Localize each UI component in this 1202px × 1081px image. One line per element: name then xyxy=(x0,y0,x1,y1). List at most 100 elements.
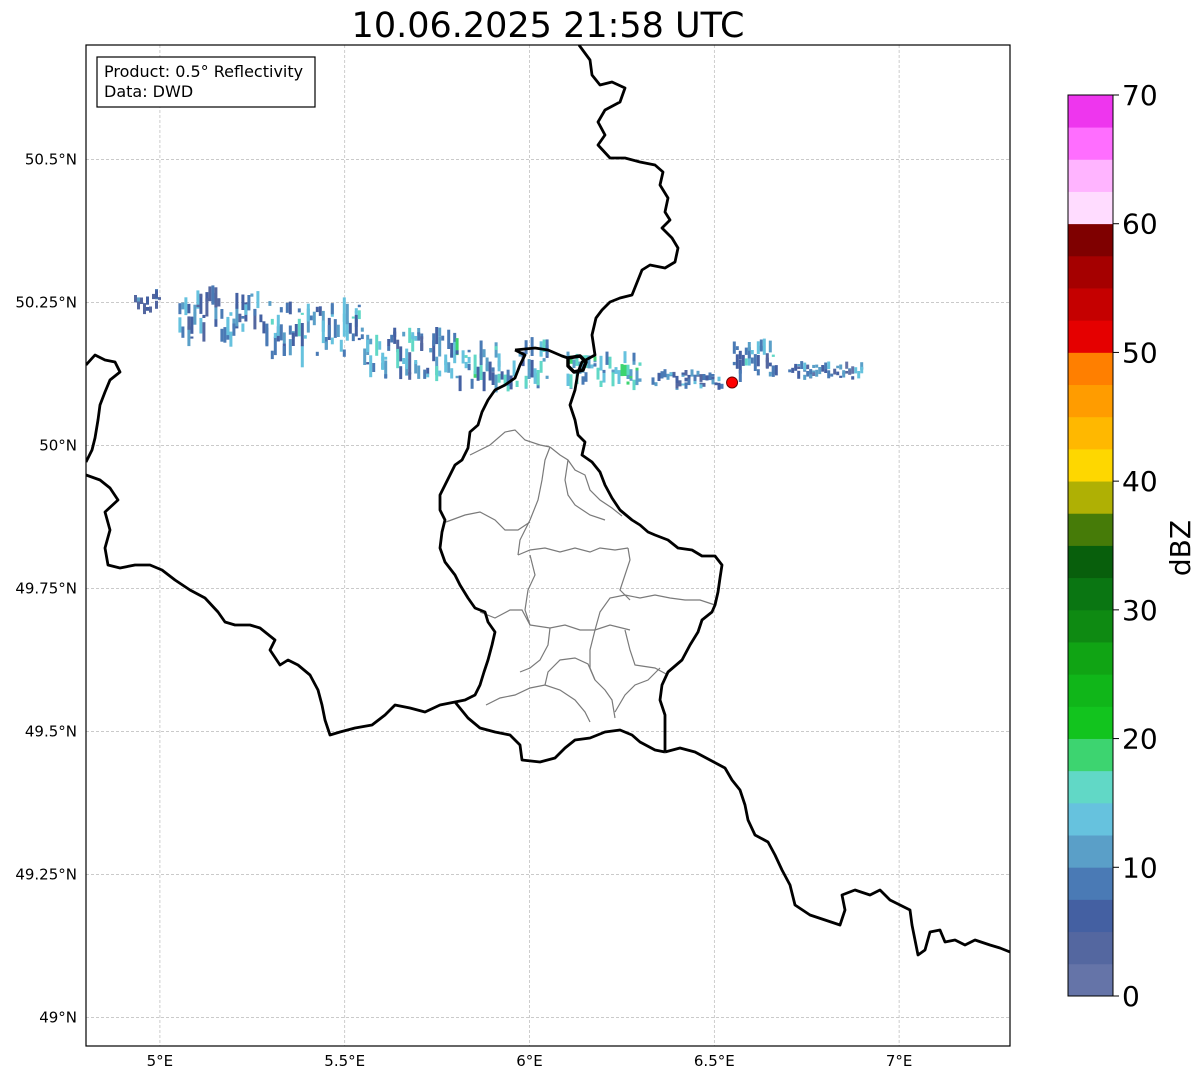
precip-cell xyxy=(244,304,248,315)
precip-cell xyxy=(357,337,361,341)
precip-cell xyxy=(458,375,462,392)
precip-cell xyxy=(821,365,825,372)
precip-cell xyxy=(285,302,289,313)
axis-tick-labels: 5°E 5.5°E 6°E 6.5°E 7°E 50.5°N 50.25°N 50°N 49.7… xyxy=(15,150,912,1070)
precip-cell xyxy=(441,335,445,341)
precip-cell xyxy=(464,355,468,358)
precip-cell xyxy=(851,376,855,380)
precip-cell xyxy=(711,374,715,377)
precip-cell xyxy=(220,309,224,319)
precip-cell xyxy=(306,303,310,322)
precip-cell xyxy=(497,373,501,383)
precip-cell xyxy=(485,357,489,372)
precip-cell xyxy=(629,369,633,381)
precip-cell xyxy=(702,374,706,381)
colorbar-tick-label: 60 xyxy=(1122,208,1158,241)
lat-tick-label: 49.5°N xyxy=(25,722,77,740)
precip-cell xyxy=(199,294,203,314)
precip-cell xyxy=(155,290,158,298)
precip-cell xyxy=(632,352,636,363)
precip-cell xyxy=(360,327,364,332)
map-content xyxy=(86,45,1010,957)
precip-cell xyxy=(479,340,483,359)
precip-cell xyxy=(800,361,804,369)
precip-cell xyxy=(178,303,182,315)
map-title: 10.06.2025 21:58 UTC xyxy=(352,6,745,46)
border-luxembourg-south xyxy=(453,701,666,764)
precip-cell xyxy=(134,295,137,302)
precip-cell xyxy=(399,346,403,362)
precip-cell xyxy=(345,303,349,325)
colorbar-band xyxy=(1068,448,1113,482)
precip-cell xyxy=(675,375,679,383)
precip-cell xyxy=(345,330,349,341)
precip-cell xyxy=(467,356,471,364)
precip-cell xyxy=(414,361,418,374)
precip-cell xyxy=(602,370,606,383)
precip-cell xyxy=(806,371,810,377)
precip-cell xyxy=(839,375,843,378)
precip-cell xyxy=(681,372,685,375)
precip-cell xyxy=(714,382,718,386)
precip-cell xyxy=(455,375,459,379)
info-box-frame xyxy=(96,56,316,108)
precip-cell xyxy=(672,373,676,377)
precip-cell xyxy=(259,314,263,323)
precip-cell xyxy=(444,360,448,366)
precip-cell xyxy=(196,290,200,309)
precip-cell xyxy=(429,348,433,353)
precip-cell xyxy=(768,371,772,377)
precip-cell xyxy=(336,324,340,337)
precip-cell xyxy=(297,308,301,313)
precip-cell xyxy=(599,355,603,371)
lat-tick-label: 50.25°N xyxy=(15,293,77,311)
precip-cell xyxy=(461,350,465,364)
precip-cell xyxy=(759,345,763,351)
precip-cell xyxy=(464,361,468,369)
precip-cell xyxy=(720,383,724,389)
precip-cell xyxy=(608,356,612,369)
precip-cell xyxy=(426,373,430,378)
precip-cell xyxy=(270,350,274,360)
precip-cell xyxy=(181,302,185,310)
precip-cell xyxy=(815,369,819,377)
precip-cell xyxy=(384,374,388,379)
precip-cell xyxy=(187,303,191,314)
precip-cell xyxy=(741,354,745,366)
colorbar-tick-label: 40 xyxy=(1122,465,1158,498)
precip-cell xyxy=(491,372,495,385)
precip-cell xyxy=(360,334,364,340)
precip-cell xyxy=(638,362,642,366)
precip-cell xyxy=(759,339,763,352)
precip-cell xyxy=(623,364,627,376)
precip-cell xyxy=(747,354,751,366)
colorbar-bands xyxy=(1068,95,1113,997)
precip-cell xyxy=(193,304,197,325)
precip-cell xyxy=(453,341,457,364)
precip-cell xyxy=(229,331,233,347)
precip-cell xyxy=(273,336,277,356)
precip-cell xyxy=(824,362,828,370)
precip-cell xyxy=(572,359,576,368)
precip-cell xyxy=(750,357,754,364)
national-borders xyxy=(86,45,1010,957)
precip-cell xyxy=(506,369,510,386)
precip-cell xyxy=(684,382,688,389)
precip-cell xyxy=(803,374,807,380)
precip-cell xyxy=(699,374,703,382)
precip-cell xyxy=(735,354,739,369)
precip-cell xyxy=(491,367,495,372)
precip-cell xyxy=(738,359,742,374)
precip-cell xyxy=(417,332,421,341)
precip-cell xyxy=(256,291,260,309)
precip-cell xyxy=(190,316,194,334)
precip-cell xyxy=(288,339,292,356)
precip-cell xyxy=(309,315,313,321)
precip-cell xyxy=(402,358,406,364)
precip-cell xyxy=(288,325,292,335)
precip-cell xyxy=(291,332,295,346)
precip-cell xyxy=(747,342,751,351)
precip-cell xyxy=(527,359,531,379)
precip-cell xyxy=(797,364,801,367)
precip-cell xyxy=(693,379,697,385)
